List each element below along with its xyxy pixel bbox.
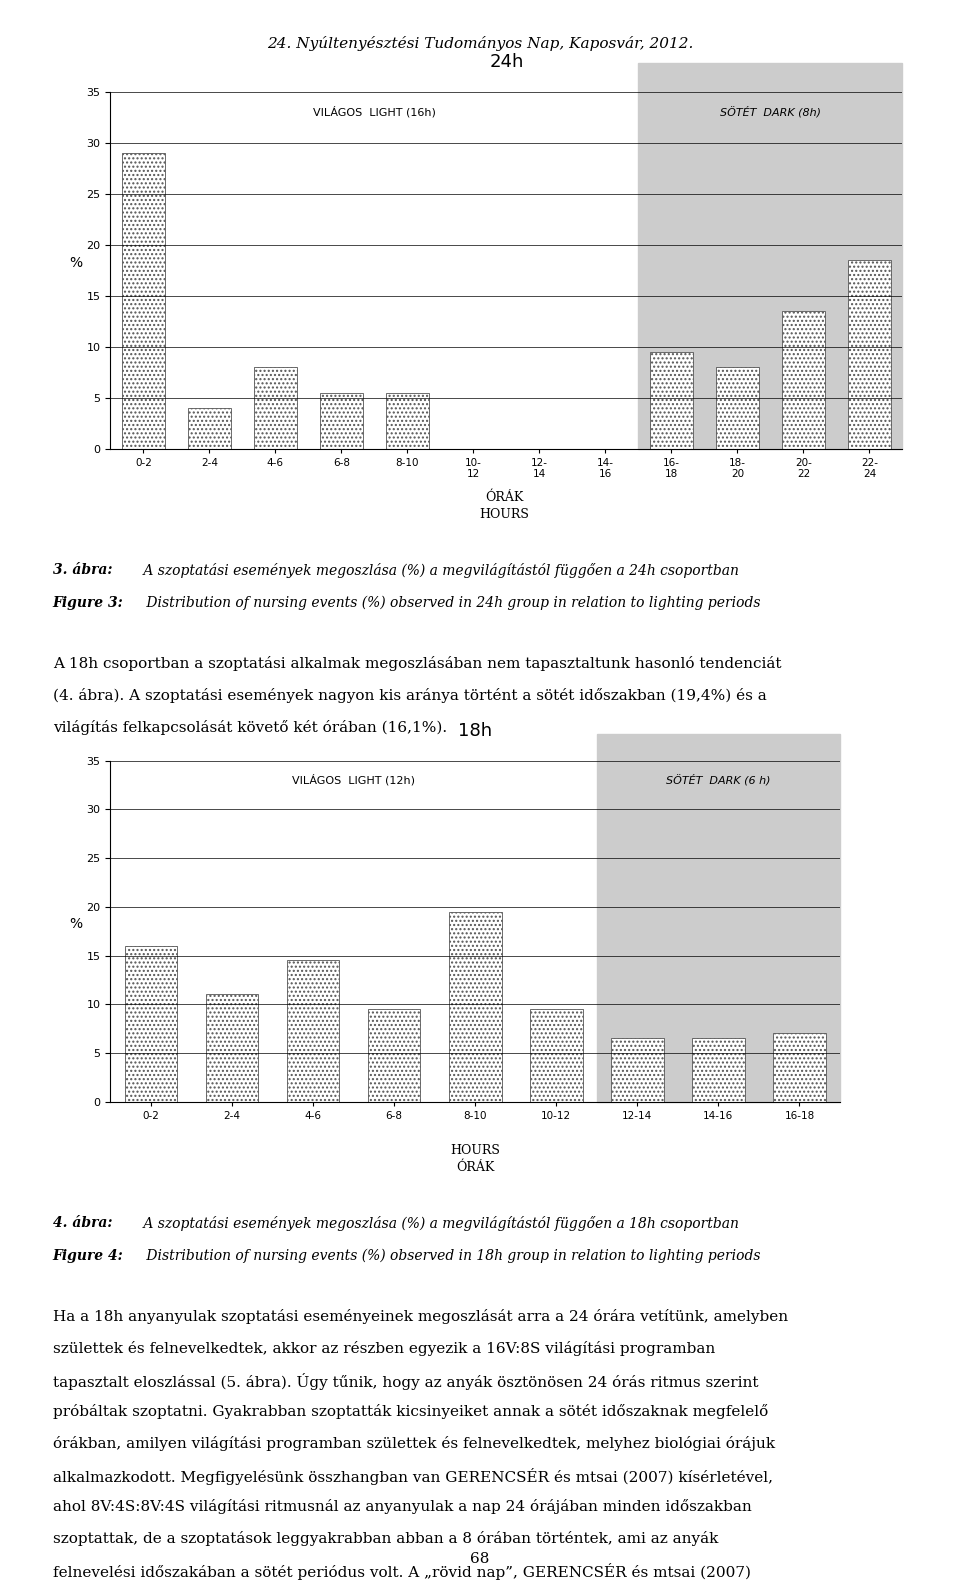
Text: Figure 3:: Figure 3: bbox=[53, 596, 124, 610]
Text: SÖTÉT  DARK (6 h): SÖTÉT DARK (6 h) bbox=[666, 773, 771, 785]
Bar bbox=[692, 1038, 745, 1102]
Y-axis label: %: % bbox=[69, 257, 82, 269]
Text: 4. ábra:: 4. ábra: bbox=[53, 1216, 112, 1230]
Text: születtek és felnevelkedtek, akkor az részben egyezik a 16V:8S világítási progra: születtek és felnevelkedtek, akkor az ré… bbox=[53, 1341, 715, 1355]
Bar bbox=[782, 311, 825, 449]
Title: 24h: 24h bbox=[490, 52, 523, 71]
Text: (4. ábra). A szoptatási események nagyon kis aránya történt a sötét időszakban (: (4. ábra). A szoptatási események nagyon… bbox=[53, 688, 766, 702]
Text: tapasztalt eloszlással (5. ábra). Úgy tűnik, hogy az anyák ösztönösen 24 órás ri: tapasztalt eloszlással (5. ábra). Úgy tű… bbox=[53, 1373, 758, 1390]
Text: ahol 8V:4S:8V:4S világítási ritmusnál az anyanyulak a nap 24 órájában minden idő: ahol 8V:4S:8V:4S világítási ritmusnál az… bbox=[53, 1499, 752, 1514]
Bar bbox=[254, 368, 297, 449]
Bar bbox=[638, 63, 902, 449]
Bar bbox=[716, 368, 758, 449]
Text: Figure 4:: Figure 4: bbox=[53, 1249, 124, 1263]
Text: A 18h csoportban a szoptatási alkalmak megoszlásában nem tapasztaltunk hasonló t: A 18h csoportban a szoptatási alkalmak m… bbox=[53, 656, 781, 670]
Bar bbox=[449, 911, 501, 1102]
Text: VILÁGOS  LIGHT (12h): VILÁGOS LIGHT (12h) bbox=[292, 773, 415, 785]
Bar bbox=[205, 994, 258, 1102]
Bar bbox=[386, 393, 429, 449]
Bar bbox=[597, 734, 840, 1102]
Text: felnevelési időszakában a sötét periódus volt. A „rövid nap”, GERENCSÉR és mtsai: felnevelési időszakában a sötét periódus… bbox=[53, 1563, 751, 1580]
Bar bbox=[773, 1033, 826, 1102]
Text: próbáltak szoptatni. Gyakrabban szoptatták kicsinyeiket annak a sötét időszaknak: próbáltak szoptatni. Gyakrabban szoptatt… bbox=[53, 1404, 768, 1419]
Bar bbox=[287, 961, 340, 1102]
Bar bbox=[848, 260, 891, 449]
Bar bbox=[122, 154, 165, 449]
Text: Ha a 18h anyanyulak szoptatási eseményeinek megoszlását arra a 24 órára vetítünk: Ha a 18h anyanyulak szoptatási eseményei… bbox=[53, 1309, 788, 1323]
Text: Distribution of nursing events (%) observed in 18h group in relation to lighting: Distribution of nursing events (%) obser… bbox=[142, 1249, 760, 1263]
Text: 24. Nyúltenyésztési Tudományos Nap, Kaposvár, 2012.: 24. Nyúltenyésztési Tudományos Nap, Kapo… bbox=[267, 36, 693, 51]
Text: 3. ábra:: 3. ábra: bbox=[53, 563, 112, 577]
Text: VILÁGOS  LIGHT (16h): VILÁGOS LIGHT (16h) bbox=[313, 106, 436, 117]
Text: A szoptatási események megoszlása (%) a megvilágítástól függően a 18h csoportban: A szoptatási események megoszlása (%) a … bbox=[139, 1216, 739, 1230]
Y-axis label: %: % bbox=[69, 918, 82, 930]
Bar bbox=[530, 1010, 583, 1102]
Text: A szoptatási események megoszlása (%) a megvilágítástól függően a 24h csoportban: A szoptatási események megoszlása (%) a … bbox=[139, 563, 739, 577]
Text: szoptattak, de a szoptatások leggyakrabban abban a 8 órában történtek, ami az an: szoptattak, de a szoptatások leggyakrabb… bbox=[53, 1531, 718, 1545]
Text: HOURS
ÓRÁK: HOURS ÓRÁK bbox=[450, 1144, 500, 1174]
Text: órákban, amilyen világítási programban születtek és felnevelkedtek, melyhez biol: órákban, amilyen világítási programban s… bbox=[53, 1436, 775, 1450]
Bar bbox=[650, 352, 693, 449]
Bar bbox=[611, 1038, 663, 1102]
Text: alkalmazkodott. Megfigyelésünk összhangban van GERENCSÉR és mtsai (2007) kísérle: alkalmazkodott. Megfigyelésünk összhangb… bbox=[53, 1468, 773, 1485]
Text: világítás felkapcsolását követő két órában (16,1%).: világítás felkapcsolását követő két óráb… bbox=[53, 720, 447, 734]
Bar bbox=[188, 407, 230, 449]
Bar bbox=[320, 393, 363, 449]
Title: 18h: 18h bbox=[458, 721, 492, 740]
Text: 68: 68 bbox=[470, 1552, 490, 1566]
Text: ÓRÁK
HOURS: ÓRÁK HOURS bbox=[479, 491, 529, 521]
Bar bbox=[368, 1010, 420, 1102]
Text: Distribution of nursing events (%) observed in 24h group in relation to lighting: Distribution of nursing events (%) obser… bbox=[142, 596, 760, 610]
Bar bbox=[125, 946, 178, 1102]
Text: SÖTÉT  DARK (8h): SÖTÉT DARK (8h) bbox=[720, 106, 821, 117]
